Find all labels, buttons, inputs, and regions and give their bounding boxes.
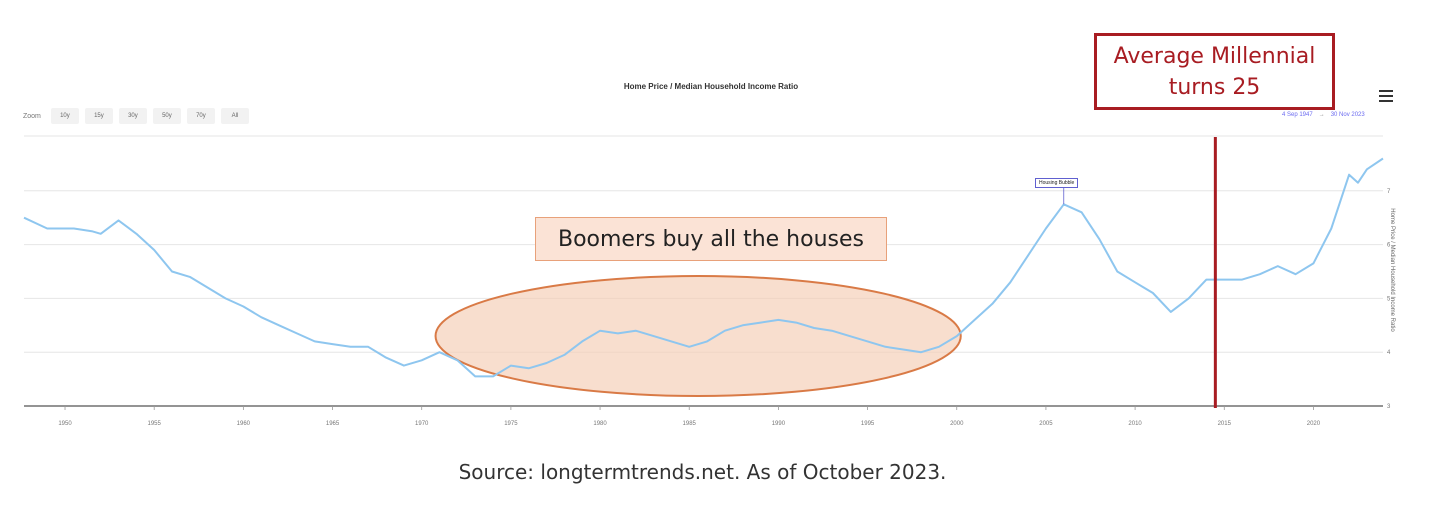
millennial-callout-line2: turns 25	[1168, 74, 1261, 100]
millennial-callout-line1: Average Millennial	[1113, 43, 1316, 69]
x-tick-label: 1950	[58, 421, 72, 427]
y-axis-label: Home Price / Median Household Income Rat…	[1389, 208, 1395, 332]
zoom-70y-button[interactable]: 70y	[186, 108, 215, 124]
x-tick-label: 1995	[861, 421, 875, 427]
series-line	[23, 157, 1384, 378]
chart-title: Home Price / Median Household Income Rat…	[623, 82, 799, 91]
boomer-ellipse	[434, 275, 962, 397]
y-tick-label: 5	[1387, 296, 1391, 302]
x-tick-label: 2000	[950, 421, 964, 427]
marker-layer	[1063, 137, 1217, 408]
y-tick-label: 6	[1387, 243, 1391, 249]
range-selector: 4 Sep 1947 → 30 Nov 2023	[1282, 112, 1365, 118]
zoom-bar: Zoom 10y 15y 30y 50y 70y All	[23, 108, 249, 124]
axis-layer: 3 4 5 6 7 1950 1955 1960 1965 1970 1975 1980 1985 199…	[24, 189, 1391, 427]
x-tick-label: 2020	[1307, 421, 1321, 427]
zoom-50y-button[interactable]: 50y	[152, 108, 181, 124]
line-layer	[23, 157, 1384, 378]
x-tick-label: 1975	[504, 421, 518, 427]
housing-bubble-flag: Housing Bubble	[1035, 178, 1079, 188]
x-tick-label: 1965	[326, 421, 340, 427]
zoom-all-button[interactable]: All	[220, 108, 249, 124]
y-tick-label: 4	[1387, 350, 1391, 356]
x-tick-label: 1970	[415, 421, 429, 427]
source-caption: Source: longtermtrends.net. As of Octobe…	[458, 460, 947, 484]
zoom-label: Zoom	[23, 112, 41, 120]
range-to-input[interactable]: 30 Nov 2023	[1330, 112, 1365, 118]
zoom-10y-button[interactable]: 10y	[50, 108, 79, 124]
range-arrow: →	[1318, 112, 1325, 118]
boomers-callout: Boomers buy all the houses	[535, 217, 887, 261]
x-tick-label: 1985	[683, 421, 697, 427]
x-tick-label: 2010	[1128, 421, 1142, 427]
x-tick-label: 2005	[1039, 421, 1053, 427]
millennial-callout: Average Millennial turns 25	[1094, 33, 1335, 110]
x-tick-label: 1990	[772, 421, 786, 427]
x-tick-label: 1955	[148, 421, 162, 427]
y-tick-label: 3	[1387, 404, 1391, 410]
x-tick-label: 1980	[593, 421, 607, 427]
zoom-30y-button[interactable]: 30y	[118, 108, 147, 124]
boomer-layer	[434, 275, 962, 397]
hamburger-menu-icon[interactable]	[1379, 90, 1393, 102]
range-from-input[interactable]: 4 Sep 1947	[1282, 112, 1313, 118]
x-tick-label: 2015	[1218, 421, 1232, 427]
x-tick-label: 1960	[237, 421, 251, 427]
zoom-15y-button[interactable]: 15y	[84, 108, 113, 124]
y-tick-label: 7	[1387, 189, 1391, 195]
